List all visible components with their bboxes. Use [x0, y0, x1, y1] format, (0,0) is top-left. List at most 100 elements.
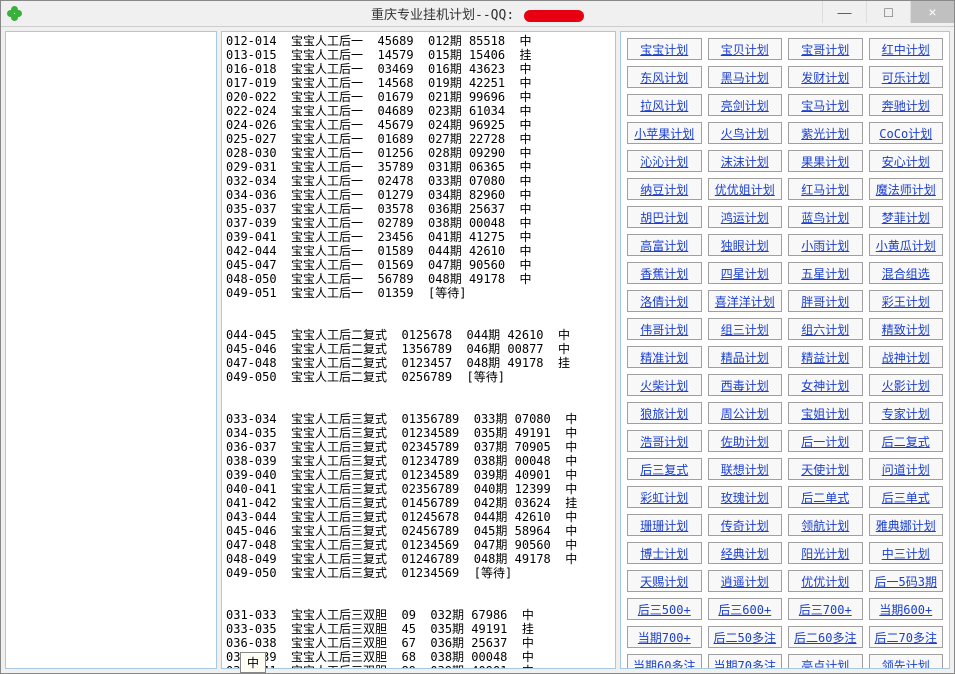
plan-button[interactable]: 周公计划 [708, 402, 783, 424]
plan-button[interactable]: 红中计划 [869, 38, 944, 60]
plan-button[interactable]: 后二复式 [869, 430, 944, 452]
plan-button[interactable]: 问道计划 [869, 458, 944, 480]
plan-button[interactable]: 宝姐计划 [788, 402, 863, 424]
plan-button[interactable]: 亮点计划 [788, 654, 863, 669]
plan-button[interactable]: 西毒计划 [708, 374, 783, 396]
plan-button[interactable]: 玫瑰计划 [708, 486, 783, 508]
plan-button[interactable]: 天使计划 [788, 458, 863, 480]
plan-button[interactable]: 紫光计划 [788, 122, 863, 144]
plan-button[interactable]: 独眼计划 [708, 234, 783, 256]
plan-button[interactable]: 亮剑计划 [708, 94, 783, 116]
plan-button[interactable]: 香蕉计划 [627, 262, 702, 284]
plan-button[interactable]: 火影计划 [869, 374, 944, 396]
plan-button[interactable]: 阳光计划 [788, 542, 863, 564]
plan-button[interactable]: 魔法师计划 [869, 178, 944, 200]
plan-button[interactable]: 后一5码3期 [869, 570, 944, 592]
plan-button[interactable]: 宝马计划 [788, 94, 863, 116]
plan-button[interactable]: 拉风计划 [627, 94, 702, 116]
plan-button[interactable]: 胡巴计划 [627, 206, 702, 228]
plan-button[interactable]: 红马计划 [788, 178, 863, 200]
plan-button[interactable]: 彩王计划 [869, 290, 944, 312]
plan-button[interactable]: 后三500+ [627, 598, 702, 620]
plan-button[interactable]: 后三600+ [708, 598, 783, 620]
plan-button[interactable]: 喜洋洋计划 [708, 290, 783, 312]
plan-label: 后三复式 [640, 461, 688, 478]
plan-button[interactable]: 雅典娜计划 [869, 514, 944, 536]
plan-button[interactable]: 沫沫计划 [708, 150, 783, 172]
plan-button[interactable]: 蓝鸟计划 [788, 206, 863, 228]
plan-button[interactable]: 火鸟计划 [708, 122, 783, 144]
plan-button[interactable]: 后二60多注 [788, 626, 863, 648]
minimize-button[interactable]: — [822, 1, 866, 23]
plan-button[interactable]: 经典计划 [708, 542, 783, 564]
plan-button[interactable]: 传奇计划 [708, 514, 783, 536]
plan-button[interactable]: 宝哥计划 [788, 38, 863, 60]
plan-button[interactable]: 专家计划 [869, 402, 944, 424]
plan-button[interactable]: 珊珊计划 [627, 514, 702, 536]
plan-button[interactable]: 混合组选 [869, 262, 944, 284]
plan-button[interactable]: 后一计划 [788, 430, 863, 452]
plan-button[interactable]: 奔驰计划 [869, 94, 944, 116]
plan-label: 高富计划 [640, 237, 688, 254]
plan-button[interactable]: 沁沁计划 [627, 150, 702, 172]
plan-button[interactable]: 安心计划 [869, 150, 944, 172]
plan-button[interactable]: 梦菲计划 [869, 206, 944, 228]
plan-button[interactable]: 精品计划 [708, 346, 783, 368]
plan-button[interactable]: 果果计划 [788, 150, 863, 172]
plan-button[interactable]: 组六计划 [788, 318, 863, 340]
plan-button[interactable]: 四星计划 [708, 262, 783, 284]
plan-button[interactable]: 战神计划 [869, 346, 944, 368]
plan-button[interactable]: 组三计划 [708, 318, 783, 340]
plan-button[interactable]: 小雨计划 [788, 234, 863, 256]
plan-button[interactable]: 后二50多注 [708, 626, 783, 648]
plan-button[interactable]: 纳豆计划 [627, 178, 702, 200]
plan-label: 红马计划 [801, 181, 849, 198]
plan-button[interactable]: 宝宝计划 [627, 38, 702, 60]
plan-button[interactable]: 浩哥计划 [627, 430, 702, 452]
close-button[interactable]: × [910, 1, 954, 23]
plan-button[interactable]: 宝贝计划 [708, 38, 783, 60]
plan-button[interactable]: 高富计划 [627, 234, 702, 256]
plan-button[interactable]: 领航计划 [788, 514, 863, 536]
plan-button[interactable]: 女神计划 [788, 374, 863, 396]
plan-label: 小雨计划 [801, 237, 849, 254]
maximize-button[interactable]: □ [866, 1, 910, 23]
plan-button[interactable]: 博士计划 [627, 542, 702, 564]
plan-button[interactable]: CoCo计划 [869, 122, 944, 144]
plan-button[interactable]: 中三计划 [869, 542, 944, 564]
plan-button[interactable]: 可乐计划 [869, 66, 944, 88]
plan-button[interactable]: 伟哥计划 [627, 318, 702, 340]
plan-button[interactable]: 洛倩计划 [627, 290, 702, 312]
plan-button[interactable]: 佐助计划 [708, 430, 783, 452]
plan-button[interactable]: 彩虹计划 [627, 486, 702, 508]
plan-button[interactable]: 当期70多注 [708, 654, 783, 669]
plan-button[interactable]: 天赐计划 [627, 570, 702, 592]
plan-button[interactable]: 当期700+ [627, 626, 702, 648]
plan-button[interactable]: 领先计划 [869, 654, 944, 669]
plan-button[interactable]: 小苹果计划 [627, 122, 702, 144]
plan-button[interactable]: 优优计划 [788, 570, 863, 592]
plan-button[interactable]: 当期60多注 [627, 654, 702, 669]
plan-button[interactable]: 联想计划 [708, 458, 783, 480]
plan-button[interactable]: 黑马计划 [708, 66, 783, 88]
plan-button[interactable]: 发财计划 [788, 66, 863, 88]
log-panel[interactable]: 012-014 宝宝人工后一 45689 012期 85518 中 013-01… [221, 31, 616, 669]
plan-button[interactable]: 精益计划 [788, 346, 863, 368]
plan-button[interactable]: 后二70多注 [869, 626, 944, 648]
plan-button[interactable]: 狼旅计划 [627, 402, 702, 424]
plan-button[interactable]: 火柴计划 [627, 374, 702, 396]
plan-button[interactable]: 东风计划 [627, 66, 702, 88]
plan-button[interactable]: 当期600+ [869, 598, 944, 620]
plan-button[interactable]: 五星计划 [788, 262, 863, 284]
plan-button[interactable]: 鸿运计划 [708, 206, 783, 228]
plan-button[interactable]: 小黄瓜计划 [869, 234, 944, 256]
plan-button[interactable]: 优优姐计划 [708, 178, 783, 200]
plan-button[interactable]: 后二单式 [788, 486, 863, 508]
plan-button[interactable]: 后三复式 [627, 458, 702, 480]
plan-button[interactable]: 逍遥计划 [708, 570, 783, 592]
plan-button[interactable]: 精致计划 [869, 318, 944, 340]
plan-button[interactable]: 精准计划 [627, 346, 702, 368]
plan-button[interactable]: 后三700+ [788, 598, 863, 620]
plan-button[interactable]: 胖哥计划 [788, 290, 863, 312]
plan-button[interactable]: 后三单式 [869, 486, 944, 508]
